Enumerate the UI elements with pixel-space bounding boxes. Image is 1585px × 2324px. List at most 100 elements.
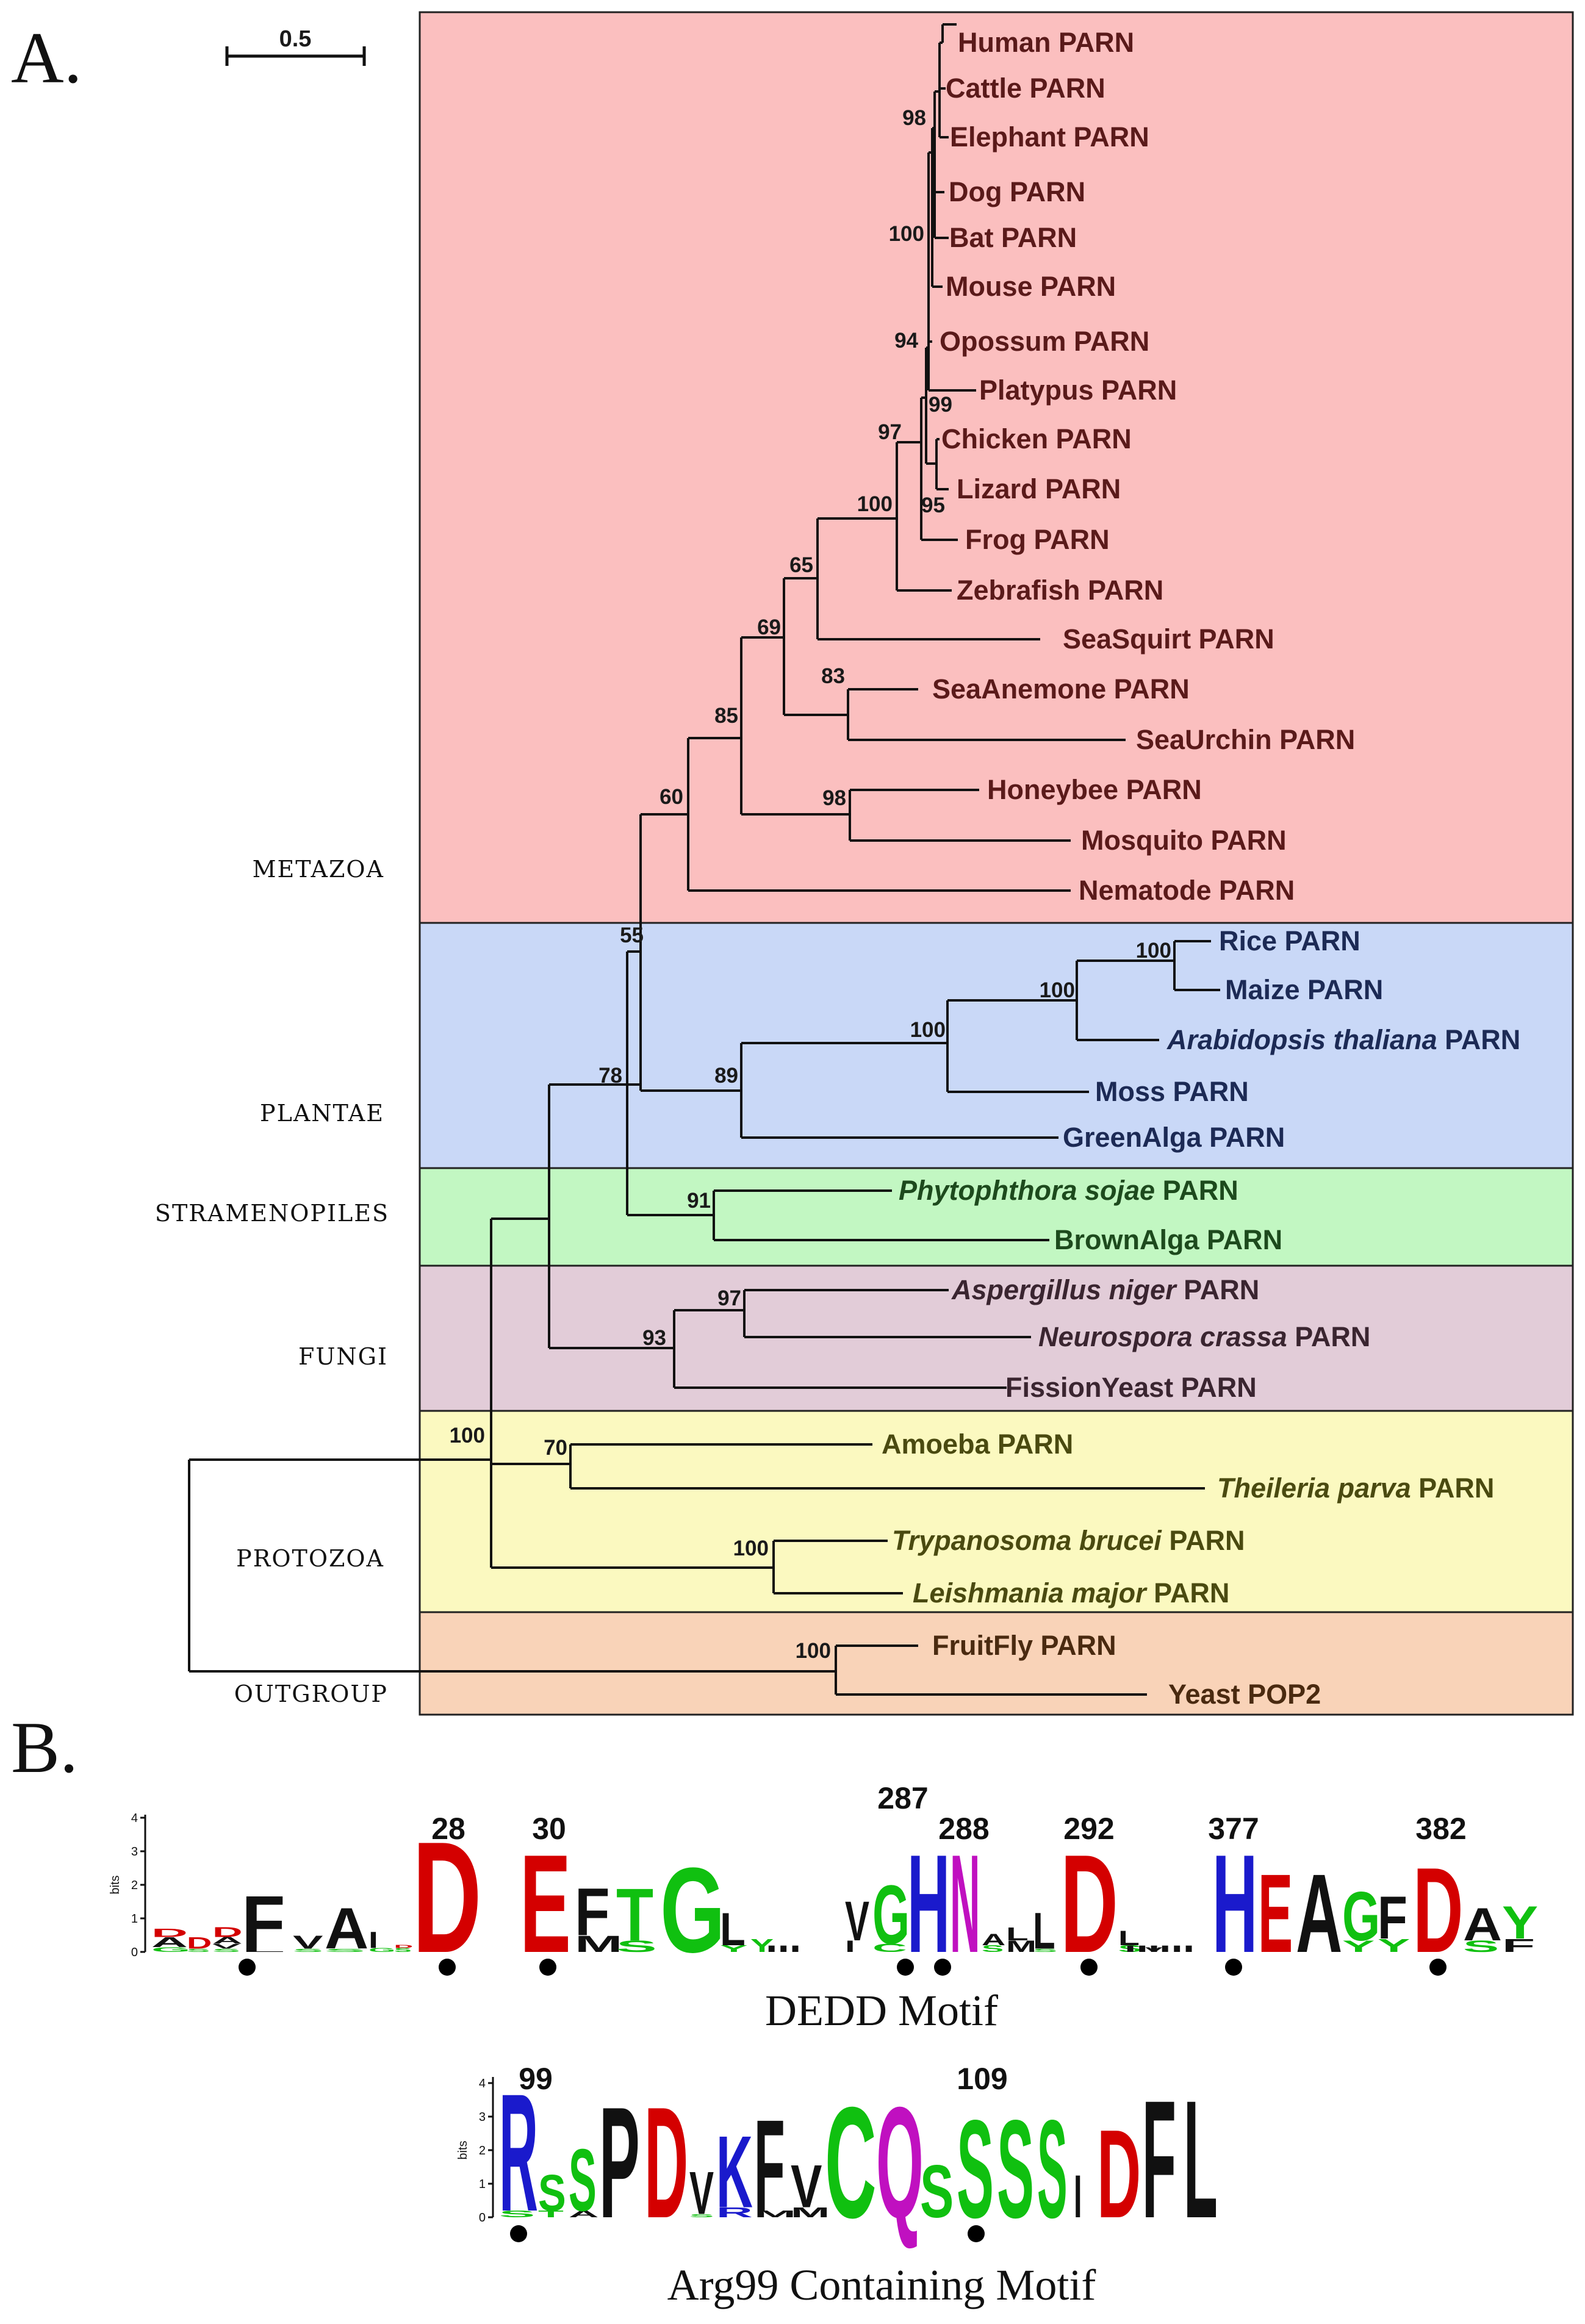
conserved-position-dot	[934, 1959, 951, 1976]
logo-letter: L	[1033, 1903, 1055, 1960]
logo-letter: V	[212, 1942, 240, 1950]
group-label-metazoa: METAZOA	[253, 856, 384, 883]
dedd-motif-title: DEDD Motif	[765, 1986, 998, 2035]
arg99-axis-label: bits	[456, 2140, 470, 2159]
logo-letter: F	[1142, 2067, 1176, 2253]
logo-letter: D	[1413, 1843, 1464, 1978]
panel-b-label: B.	[11, 1707, 78, 1788]
bootstrap-label: 100	[796, 1639, 831, 1663]
logo-letter: V	[293, 1932, 323, 1953]
taxon-label-moss: Moss PARN	[1095, 1076, 1249, 1107]
axis-tick-label: 1	[131, 1912, 138, 1926]
axis-tick-label: 4	[479, 2077, 486, 2090]
logo-letter: S	[212, 1948, 240, 1953]
axis-tick-label: 2	[479, 2144, 486, 2157]
taxon-label-seaanemone: SeaAnemone PARN	[932, 673, 1190, 705]
taxon-label-zebrafish: Zebrafish PARN	[957, 575, 1163, 606]
bootstrap-label: 83	[821, 664, 845, 688]
logo-letter: Y	[720, 1943, 748, 1954]
bootstrap-label: 65	[789, 553, 813, 577]
logo-letter: P	[599, 2074, 640, 2251]
logo-letter: S	[569, 2131, 597, 2230]
outgroup-box	[419, 1611, 1574, 1716]
dedd-position-30: 30	[532, 1812, 566, 1846]
taxon-label-phytophthora: Phytophthora sojae PARN	[899, 1175, 1238, 1206]
logo-letter: A	[1463, 1898, 1502, 1950]
logo-letter: M	[791, 2204, 830, 2220]
logo-letter: S	[394, 1947, 412, 1953]
logo-letter: S	[689, 2213, 714, 2218]
axis-tick-label: 3	[131, 1845, 138, 1859]
axis-tick-label: 1	[479, 2178, 486, 2191]
logo-letter: S	[920, 2150, 954, 2234]
taxon-labels: Human PARN Cattle PARN Elephant PARN Dog PA…	[882, 27, 1520, 1710]
logo-letter: A	[1296, 1851, 1342, 1976]
plantae-box	[419, 922, 1574, 1169]
taxon-label-elephant: Elephant PARN	[950, 121, 1149, 152]
arg99-motif-title: Arg99 Containing Motif	[667, 2261, 1096, 2309]
conserved-position-dot	[968, 2225, 985, 2242]
logo-letter: Y	[1378, 1935, 1410, 1956]
logo-letter: E	[520, 1826, 571, 1982]
bootstrap-label: 69	[757, 615, 781, 639]
group-label-fungi: FUNGI	[298, 1343, 388, 1370]
arg99-position-109: 109	[957, 2062, 1007, 2096]
dedd-position-288: 288	[938, 1812, 989, 1846]
conserved-position-dot	[1080, 1959, 1098, 1976]
bootstrap-label: 60	[660, 785, 683, 809]
logo-letter: D	[394, 1943, 413, 1949]
metazoa-box	[419, 11, 1574, 924]
logo-letter: L	[242, 1947, 286, 1953]
logo-letter: G	[151, 1946, 190, 1954]
bootstrap-label: 89	[714, 1064, 738, 1088]
logo-letter: S	[187, 1948, 210, 1953]
stramenopiles-box	[419, 1167, 1574, 1267]
group-label-outgroup: OUTGROUP	[234, 1680, 388, 1707]
logo-letter: F	[754, 2093, 785, 2239]
conserved-position-dot	[897, 1959, 914, 1976]
axis-tick-label: 0	[479, 2211, 486, 2225]
logo-letter: A	[982, 1931, 1005, 1949]
logo-letter: M	[1006, 1937, 1037, 1956]
bootstrap-label: 99	[929, 393, 952, 417]
taxon-label-greenalga: GreenAlga PARN	[1063, 1122, 1285, 1153]
bootstrap-label: 97	[878, 420, 902, 444]
logo-letter: V	[845, 1890, 869, 1953]
tree-branches	[188, 23, 1220, 1696]
logo-letter: A	[325, 1896, 368, 1961]
taxon-label-neurospora: Neurospora crassa PARN	[1038, 1321, 1370, 1352]
dedd-position-287: 287	[877, 1781, 928, 1815]
dedd-axis-label: bits	[109, 1875, 122, 1894]
logo-letter: M	[754, 2209, 796, 2219]
taxon-label-human: Human PARN	[958, 27, 1134, 58]
logo-letter: S	[293, 1948, 323, 1953]
bootstrap-label: 100	[1136, 939, 1171, 963]
logo-letter: G	[872, 1868, 910, 1961]
conserved-position-dot	[439, 1959, 456, 1976]
bootstrap-label: 100	[1040, 978, 1075, 1002]
logo-letter: I	[1074, 2162, 1082, 2231]
bootstrap-label: 100	[733, 1537, 769, 1560]
conserved-position-dot	[1225, 1959, 1242, 1976]
logo-letter: L	[1006, 1924, 1029, 1945]
taxon-label-maize: Maize PARN	[1225, 974, 1383, 1005]
group-label-stramenopiles: STRAMENOPILES	[155, 1200, 389, 1227]
logo-letter: S	[957, 2090, 994, 2247]
bootstrap-label: 94	[894, 329, 918, 353]
bootstrap-label: 100	[910, 1018, 946, 1042]
panel-a-label: A.	[11, 17, 82, 98]
group-label-protozoa: PROTOZOA	[236, 1545, 384, 1572]
logo-letter: C	[825, 2074, 877, 2251]
scale-bar: 0.5	[225, 26, 366, 66]
conserved-position-dot	[239, 1959, 256, 1976]
logo-letter: Y	[1342, 1937, 1375, 1956]
taxon-label-opossum: Opossum PARN	[940, 326, 1149, 357]
dedd-position-377: 377	[1208, 1812, 1259, 1846]
logo-letter: S	[1118, 1943, 1141, 1954]
logo-letter: T	[616, 1873, 653, 1956]
taxon-label-fruitfly: FruitFly PARN	[932, 1630, 1116, 1661]
